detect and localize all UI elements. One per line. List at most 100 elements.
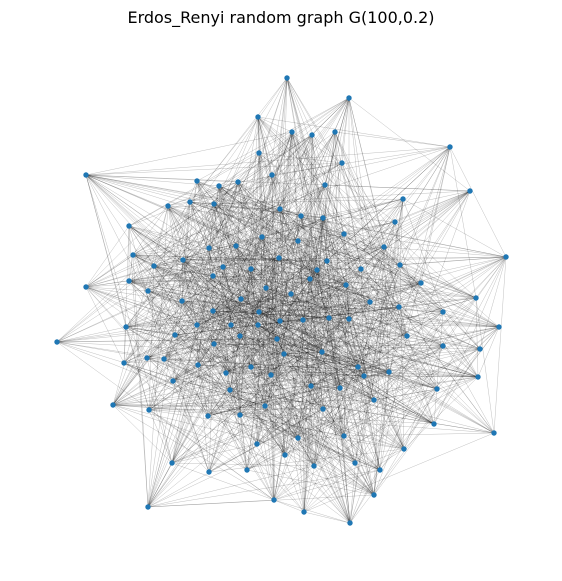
graph-edge — [213, 343, 351, 524]
graph-edge — [239, 335, 375, 496]
graph-edge — [208, 247, 405, 450]
graph-edge — [222, 221, 396, 268]
graph-edge — [261, 236, 401, 266]
graph-edge — [360, 268, 365, 377]
graph-edge — [229, 389, 258, 445]
graph-node — [371, 492, 377, 498]
graph-edge — [297, 297, 477, 439]
graph-edge — [213, 320, 281, 345]
graph-edge — [207, 320, 281, 417]
graph-edge — [225, 324, 259, 374]
graph-edge — [235, 233, 345, 247]
graph-edge — [196, 180, 315, 467]
graph-edge — [123, 362, 375, 496]
graph-edge — [112, 247, 210, 406]
graph-node — [227, 387, 233, 393]
graph-node — [332, 129, 338, 135]
graph-edge — [222, 266, 351, 524]
graph-edge — [326, 260, 351, 524]
graph-edge — [310, 371, 390, 387]
graph-edge — [258, 311, 435, 425]
graph-edge — [213, 190, 471, 345]
graph-edge — [56, 335, 408, 343]
graph-edge — [196, 180, 292, 295]
graph-node — [179, 298, 185, 304]
graph-edge — [270, 257, 280, 376]
graph-edge — [182, 259, 351, 524]
graph-edge — [257, 116, 273, 176]
graph-edge — [196, 180, 311, 280]
graph-node — [467, 188, 473, 194]
graph-node — [473, 295, 479, 301]
graph-edge — [123, 326, 127, 364]
graph-edge — [85, 162, 343, 176]
graph-node — [268, 372, 274, 378]
graph-edge — [123, 362, 248, 471]
graph-edge — [189, 201, 345, 437]
graph-edge — [112, 205, 169, 406]
graph-edge — [182, 259, 278, 340]
graph-edge — [163, 358, 356, 464]
graph-node — [170, 378, 176, 384]
graph-edge — [213, 203, 281, 322]
graph-edge — [147, 146, 451, 508]
graph-edge — [237, 181, 285, 355]
graph-edge — [85, 174, 438, 390]
graph-edge — [147, 462, 173, 508]
graph-edge — [420, 146, 451, 284]
graph-edge — [85, 174, 365, 377]
graph-edge — [189, 201, 299, 439]
graph-edge — [258, 306, 400, 313]
graph-edge — [222, 266, 267, 289]
graph-edge — [273, 351, 323, 501]
graph-edge — [334, 131, 408, 337]
graph-edge — [239, 414, 345, 437]
graph-edge — [128, 280, 275, 501]
graph-edge — [257, 116, 408, 337]
graph-edge — [291, 131, 299, 242]
graph-edge — [257, 116, 275, 501]
graph-edge — [235, 245, 285, 355]
graph-edge — [128, 280, 375, 496]
graph-edge — [222, 208, 281, 268]
graph-edge — [196, 256, 507, 326]
graph-edge — [225, 372, 315, 467]
graph-edge — [265, 246, 385, 289]
graph-edge — [85, 174, 281, 210]
graph-edge — [235, 245, 272, 376]
graph-edge — [85, 286, 324, 410]
graph-edge — [148, 265, 155, 411]
graph-edge — [112, 385, 312, 406]
graph-edge — [196, 180, 371, 303]
graph-edge — [218, 185, 237, 247]
graph-edge — [270, 374, 479, 378]
graph-node — [161, 356, 167, 362]
graph-edge — [112, 201, 191, 406]
graph-edge — [132, 254, 356, 464]
graph-edge — [276, 319, 304, 340]
graph-edge — [229, 389, 375, 496]
graph-edge — [349, 326, 500, 524]
graph-edge — [349, 190, 471, 524]
graph-edge — [181, 152, 260, 302]
graph-edge — [326, 146, 451, 262]
graph-edge — [398, 306, 500, 328]
graph-edge — [222, 266, 444, 313]
graph-edge — [257, 116, 405, 450]
graph-edge — [182, 259, 495, 434]
graph-edge — [153, 265, 350, 320]
graph-edge — [257, 116, 281, 210]
graph-edge — [256, 264, 401, 445]
graph-edge — [181, 180, 198, 302]
graph-edge — [128, 278, 311, 282]
graph-edge — [163, 215, 302, 360]
graph-edge — [207, 233, 345, 417]
graph-edge — [207, 310, 214, 417]
graph-edge — [146, 357, 324, 410]
graph-node — [248, 266, 254, 272]
graph-edge — [182, 247, 210, 261]
graph-node — [256, 309, 262, 315]
graph-edge — [310, 326, 500, 387]
graph-edge — [147, 259, 184, 508]
